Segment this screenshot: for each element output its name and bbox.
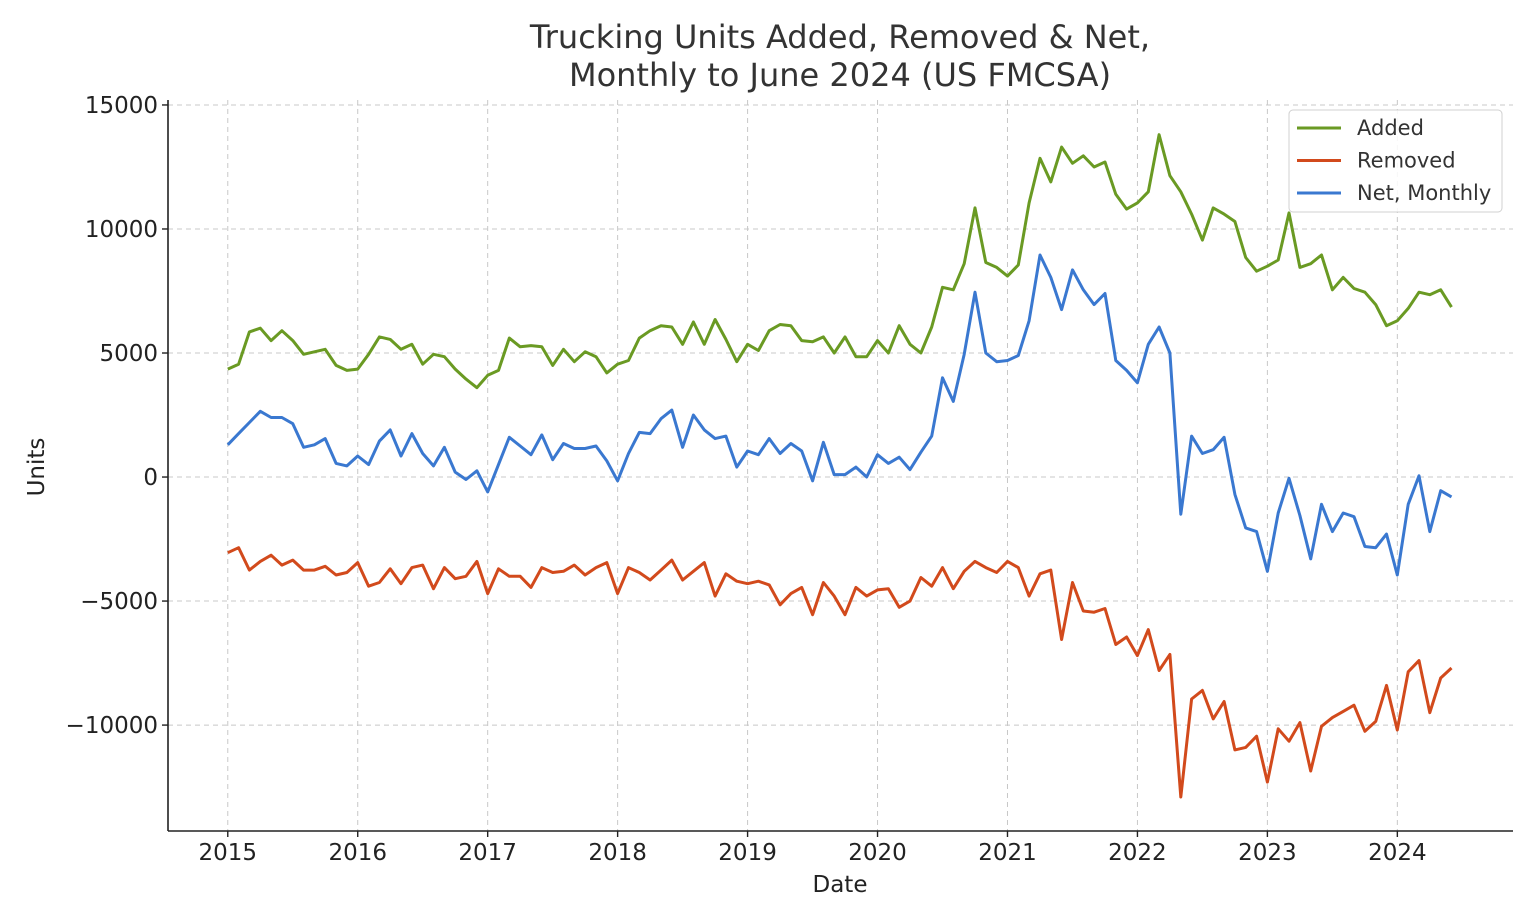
y-tick-label: 10000 xyxy=(85,217,158,243)
legend-label: Removed xyxy=(1357,149,1456,173)
y-axis-label: Units xyxy=(24,438,50,497)
x-tick-label: 2022 xyxy=(1108,840,1167,866)
y-tick-label: −5000 xyxy=(80,589,158,615)
legend: Added Removed Net, Monthly xyxy=(1288,109,1503,213)
legend-label: Added xyxy=(1357,116,1424,140)
y-tick-label: 0 xyxy=(143,465,158,491)
x-tick-label: 2020 xyxy=(848,840,907,866)
x-axis-label: Date xyxy=(813,872,868,898)
x-tick-label: 2015 xyxy=(199,840,258,866)
series-line-added xyxy=(227,133,1453,390)
chart-title-line-1: Trucking Units Added, Removed & Net, xyxy=(529,18,1150,56)
series-line-net-monthly xyxy=(226,253,1453,577)
tick-labels: 2015 2016 2017 2018 2019 2020 2021 2022 2023 2024… xyxy=(66,93,1427,866)
series-line-removed xyxy=(227,546,1453,799)
y-tick-label: 15000 xyxy=(85,93,158,119)
x-tick-label: 2018 xyxy=(588,840,647,866)
x-tick-label: 2024 xyxy=(1368,840,1427,866)
x-tick-label: 2017 xyxy=(458,840,517,866)
x-tick-label: 2021 xyxy=(978,840,1037,866)
x-tick-label: 2023 xyxy=(1238,840,1297,866)
chart-title-line-2: Monthly to June 2024 (US FMCSA) xyxy=(569,56,1111,94)
legend-box xyxy=(1288,109,1503,213)
series-lines xyxy=(226,133,1453,799)
x-tick-label: 2019 xyxy=(718,840,777,866)
y-tick-label: 5000 xyxy=(99,341,158,367)
legend-label: Net, Monthly xyxy=(1357,181,1491,205)
y-tick-label: −10000 xyxy=(66,713,158,739)
x-tick-label: 2016 xyxy=(328,840,387,866)
